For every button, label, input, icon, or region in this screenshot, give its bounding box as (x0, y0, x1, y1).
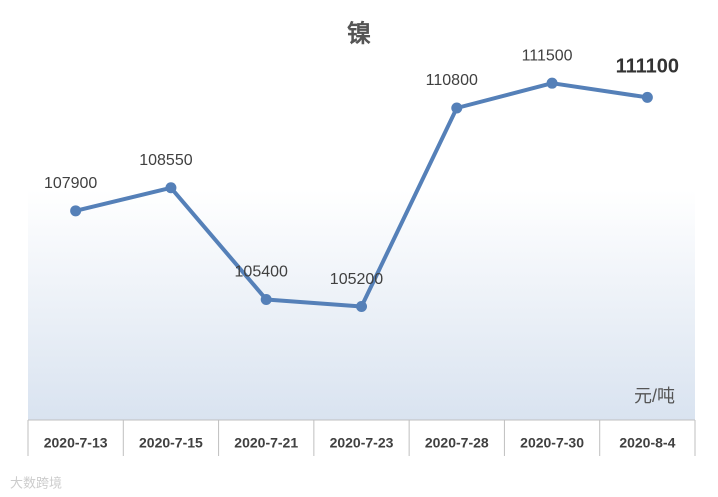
watermark: 大数跨境 (10, 475, 62, 490)
value-label: 105200 (330, 271, 383, 288)
point (260, 293, 272, 305)
point (70, 205, 82, 217)
value-label: 107900 (44, 175, 97, 192)
x-tick-label: 2020-7-15 (139, 435, 203, 451)
x-tick-label: 2020-8-4 (619, 435, 675, 451)
value-label: 111500 (522, 47, 573, 64)
point (641, 91, 653, 103)
point (165, 182, 177, 194)
x-tick-label: 2020-7-13 (44, 435, 108, 451)
value-label: 111100 (616, 56, 679, 78)
x-tick-label: 2020-7-21 (234, 435, 298, 451)
x-tick-label: 2020-7-23 (330, 435, 394, 451)
chart-title: 镍 (347, 19, 371, 47)
point (451, 102, 463, 114)
value-label: 108550 (139, 152, 192, 169)
point (546, 77, 558, 89)
x-tick-label: 2020-7-30 (520, 435, 584, 451)
value-label: 110800 (426, 72, 478, 89)
point (356, 301, 367, 313)
value-label: 105400 (235, 264, 288, 281)
unit-label: 元/吨 (634, 386, 675, 406)
x-tick-label: 2020-7-28 (425, 435, 489, 451)
